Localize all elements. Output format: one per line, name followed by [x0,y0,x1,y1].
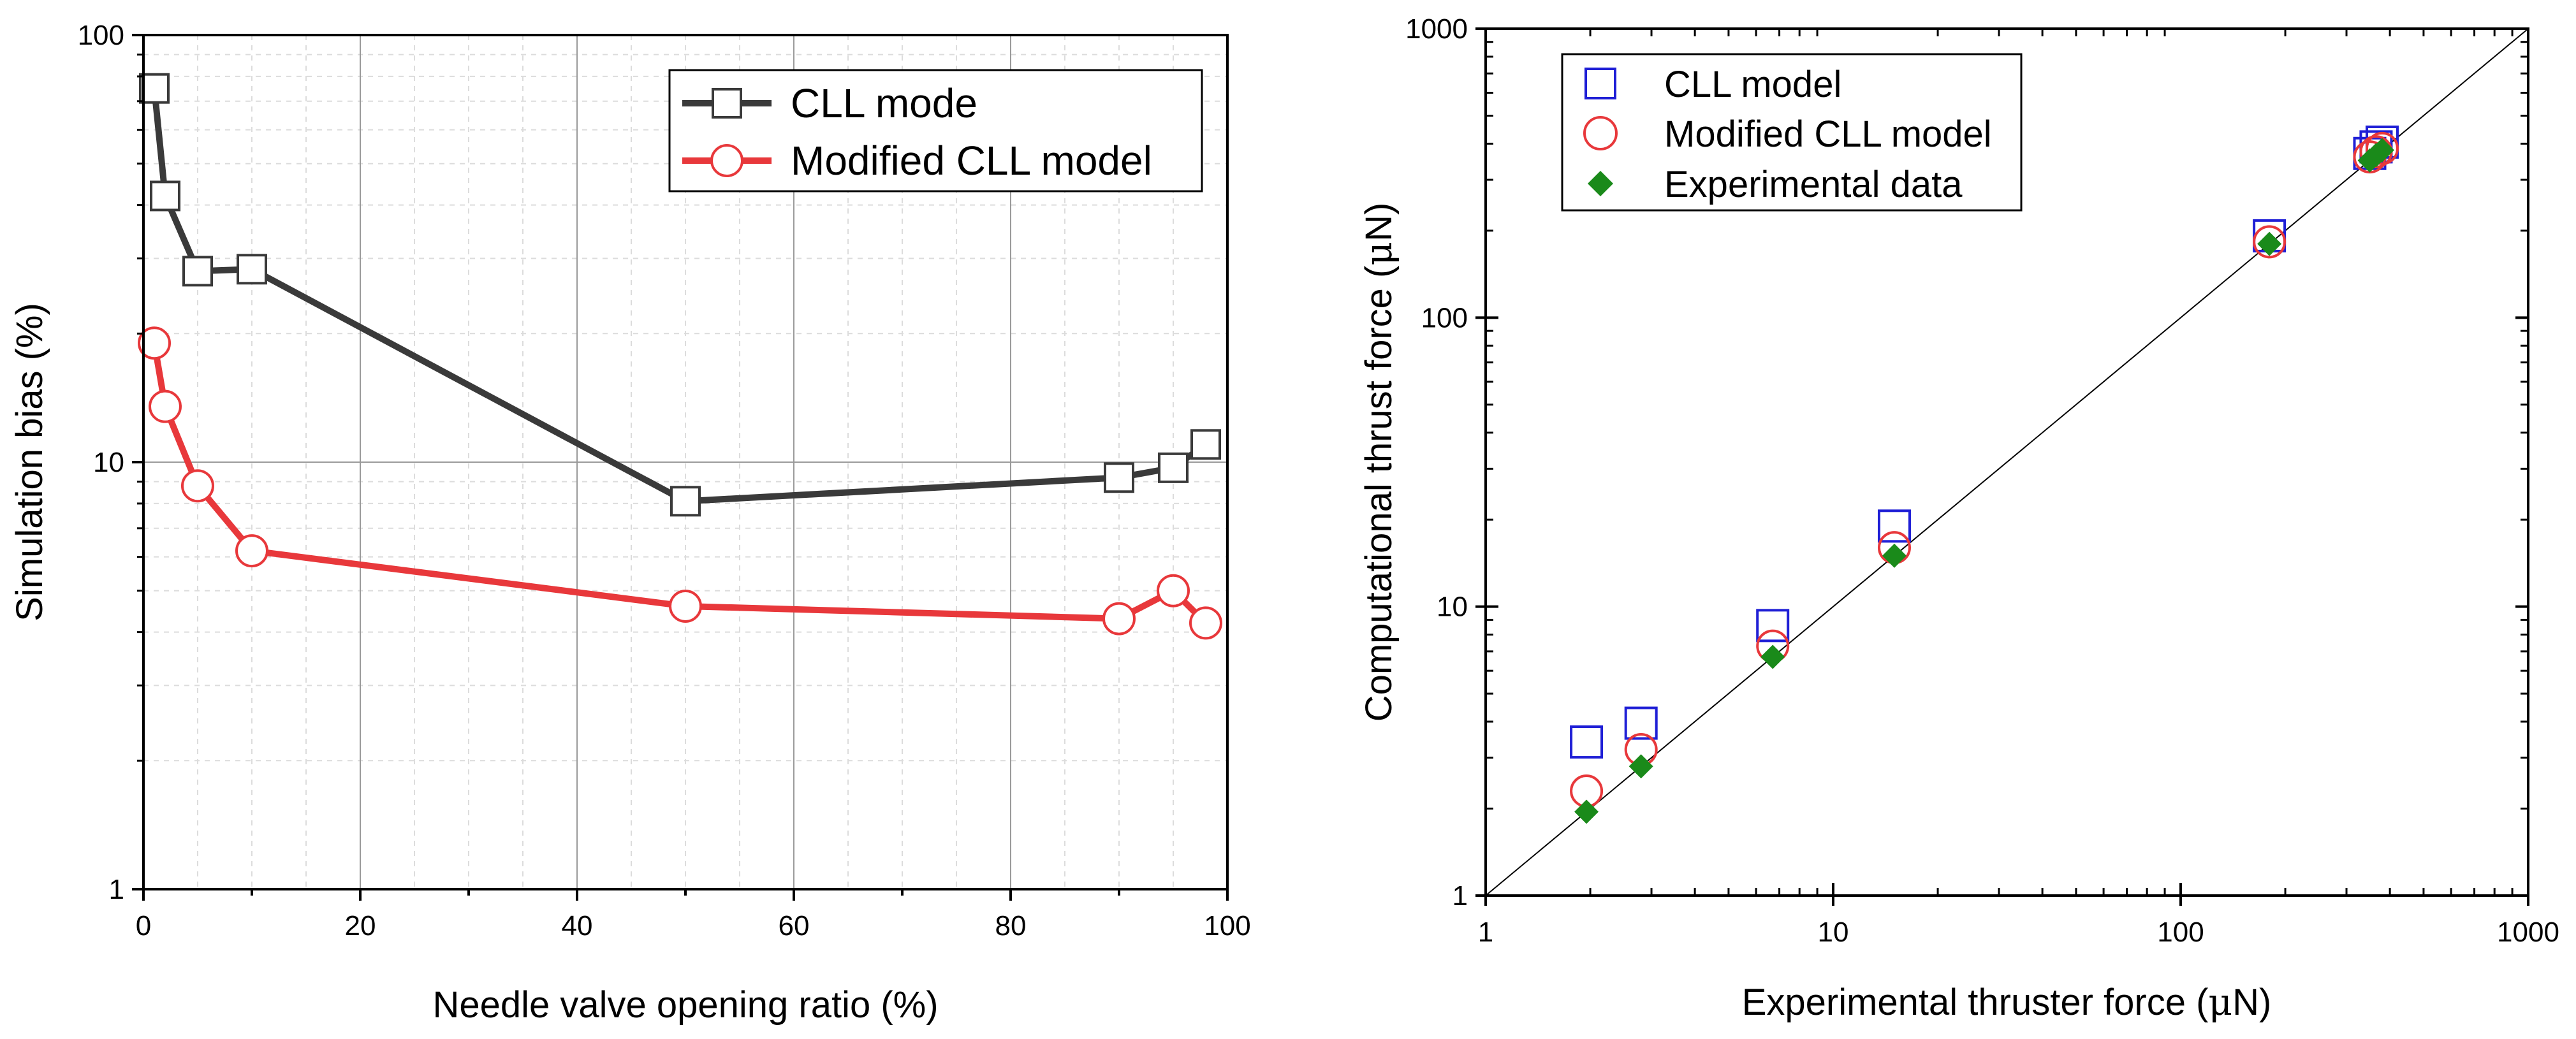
data-point-modified-cll [138,326,171,360]
data-point-cll-mode [182,256,213,287]
chart-simulation-bias: 0 20 40 60 80 100 1 10 100 Needle valve opening … [9,20,1251,1026]
legend: CLL mode Modified CLL model [668,69,1203,193]
data-point-experimental [2257,231,2282,256]
legend-marker-experimental [1588,171,1613,196]
data-point-cll-model [1570,725,1604,759]
x-tick-label: 0 [136,910,151,941]
y-axis-title-main: Computational thrust force ( [1358,266,1400,722]
data-point-modified-cll [1189,606,1222,640]
y-tick-label: 10 [1437,592,1468,623]
x-tick-label: 10 [1818,917,1849,948]
y-tick-label: 10 [93,447,124,478]
data-point-cll-model [1624,706,1658,740]
legend-box [668,69,1203,193]
data-point-modified-cll [1157,574,1190,607]
x-tick-label: 80 [995,910,1027,941]
x-tick-label: 20 [345,910,376,941]
data-point-cll-mode [670,486,701,517]
data-point-experimental [1882,543,1906,568]
y-tick-label: 100 [78,20,124,51]
series-markers [1570,125,2399,824]
data-point-modified-cll [235,534,268,568]
data-point-cll-mode [237,254,267,285]
legend-marker-modified-cll [710,144,743,177]
x-tick-label: 1000 [2497,917,2559,948]
data-point-modified-cll-model [2365,131,2399,165]
data-point-cll-model [1877,509,1911,543]
axis-ticks: 0 20 40 60 80 100 1 10 100 [78,20,1251,941]
x-axis-title-main: Experimental thruster force ( [1742,982,2209,1023]
y-tick-label: 100 [1421,302,1468,333]
data-point-cll-mode [1104,462,1134,493]
x-axis-title-end: N) [2232,982,2271,1023]
x-axis-title: Needle valve opening ratio (%) [432,984,938,1026]
data-point-modified-cll [181,469,214,503]
data-point-experimental [1574,799,1599,824]
data-point-cll-mode [1190,429,1221,460]
data-point-cll-mode [150,180,180,212]
x-axis-title-unit: μ [2208,980,2232,1024]
data-point-modified-cll-model [2253,225,2287,259]
reference-line-y-equals-x [1485,28,2529,896]
chart-thrust-force: 1 10 100 1000 1 10 100 1000 Experimental thrust… [1357,13,2559,1024]
y-axis-title-unit: μ [1357,242,1400,266]
data-point-modified-cll [1102,602,1136,636]
axis-ticks: 1 10 100 1000 1 10 100 1000 [1405,13,2559,948]
legend-label-cll-mode: CLL mode [791,80,977,126]
legend-marker-cll-mode [712,88,742,119]
legend: CLL model Modified CLL model Experimenta… [1561,53,2023,212]
y-tick-label: 1 [109,874,124,905]
data-point-experimental [1760,644,1785,669]
x-tick-label: 1 [1478,917,1493,948]
data-point-cll-mode [139,73,170,104]
data-point-cll-mode [1158,452,1189,483]
legend-label-modified-cll: Modified CLL model [791,138,1152,184]
y-tick-label: 1 [1453,880,1468,912]
data-point-modified-cll [149,389,182,423]
legend-label-experimental: Experimental data [1664,164,1963,205]
x-tick-label: 40 [562,910,593,941]
y-axis-title-end: N) [1358,203,1400,242]
data-point-modified-cll [669,589,702,623]
x-tick-label: 60 [779,910,810,941]
data-point-experimental [2369,138,2394,163]
x-tick-label: 100 [2157,917,2204,948]
legend-label-cll-model: CLL model [1664,64,1841,105]
plot-frame [1484,27,2529,897]
series-markers [138,73,1222,640]
legend-marker-modified-cll-model [1583,116,1618,150]
y-axis-title: Simulation bias (%) [9,303,50,621]
x-tick-label: 100 [1204,910,1250,941]
y-axis-title: Computational thrust force (μN) [1357,203,1400,722]
data-point-cll-model [1756,609,1790,643]
legend-label-modified-cll-model: Modified CLL model [1664,113,1992,155]
legend-box [1561,53,2023,212]
y-tick-label: 1000 [1405,13,1468,45]
legend-marker-cll-model [1584,68,1616,99]
x-axis-title: Experimental thruster force (μN) [1742,980,2272,1024]
data-point-experimental [1628,754,1653,779]
